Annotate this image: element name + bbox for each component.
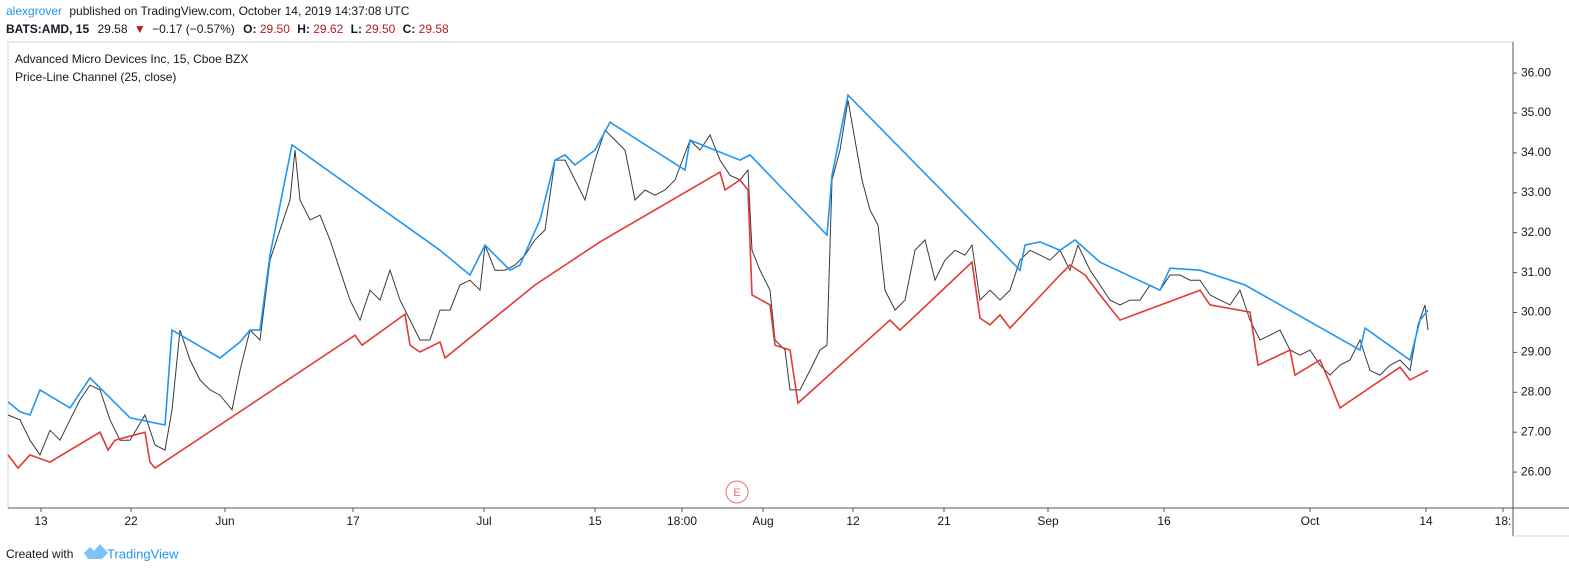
open-label: O: — [243, 22, 256, 36]
close-label: C: — [403, 22, 416, 36]
y-tick-label: 28.00 — [1521, 384, 1551, 398]
x-tick-label: Oct — [1301, 514, 1320, 528]
earnings-marker[interactable] — [725, 480, 749, 504]
y-tick-label: 34.00 — [1521, 145, 1551, 159]
close: 29.58 — [419, 22, 449, 36]
x-tick-label: Sep — [1037, 514, 1059, 528]
footer-brand[interactable]: TradingView — [107, 546, 179, 561]
open: 29.50 — [260, 22, 290, 36]
published: published on TradingView.com, October 14… — [69, 4, 409, 18]
low-label: L: — [351, 22, 362, 36]
quote-line: BATS:AMD, 15 29.58 ▼ −0.17 (−0.57%) O: 2… — [6, 22, 449, 36]
y-tick-label: 30.00 — [1521, 305, 1551, 319]
x-tick-label: 18:00 — [667, 514, 697, 528]
x-tick-label: Jun — [215, 514, 234, 528]
x-tick-label: 22 — [124, 514, 138, 528]
change: −0.17 (−0.57%) — [152, 22, 235, 36]
y-tick-label: 27.00 — [1521, 424, 1551, 438]
chart-title: Advanced Micro Devices Inc, 15, Cboe BZX — [15, 52, 248, 66]
brand-logo — [84, 544, 108, 559]
high: 29.62 — [313, 22, 343, 36]
y-tick-label: 33.00 — [1521, 185, 1551, 199]
last: 29.58 — [97, 22, 127, 36]
x-tick-label: 12 — [846, 514, 860, 528]
low: 29.50 — [365, 22, 395, 36]
x-tick-label: 17 — [346, 514, 360, 528]
x-tick-label: 15 — [588, 514, 602, 528]
arrow: ▼ — [134, 22, 146, 36]
symbol: BATS:AMD, 15 — [6, 22, 89, 36]
chart-subtitle: Price-Line Channel (25, close) — [15, 70, 176, 84]
y-tick-label: 36.00 — [1521, 65, 1551, 79]
x-tick-label: 18: — [1495, 514, 1512, 528]
series-line — [7, 170, 1429, 470]
y-tick-label: 31.00 — [1521, 265, 1551, 279]
series-line — [7, 93, 1429, 426]
plot-layer: 26.00 27.00 28.00 29.00 30.00 31.00 32.00 33.00… — [7, 65, 1551, 528]
y-tick-label: 32.00 — [1521, 225, 1551, 239]
y-tick-label: 29.00 — [1521, 345, 1551, 359]
footer-created: Created with — [6, 547, 73, 561]
x-tick-label: 21 — [937, 514, 951, 528]
series-line — [7, 100, 1429, 456]
x-tick-label: 13 — [34, 514, 48, 528]
author[interactable]: alexgrover — [6, 4, 62, 18]
high-label: H: — [297, 22, 310, 36]
x-tick-label: Jul — [476, 514, 491, 528]
y-tick-label: 35.00 — [1521, 105, 1551, 119]
x-tick-label: 14 — [1419, 514, 1433, 528]
earnings-label[interactable]: E — [733, 487, 740, 499]
x-tick-label: Aug — [752, 514, 773, 528]
x-tick-label: 16 — [1157, 514, 1171, 528]
header-line: alexgrover published on TradingView.com,… — [6, 4, 410, 18]
y-tick-label: 26.00 — [1521, 464, 1551, 478]
